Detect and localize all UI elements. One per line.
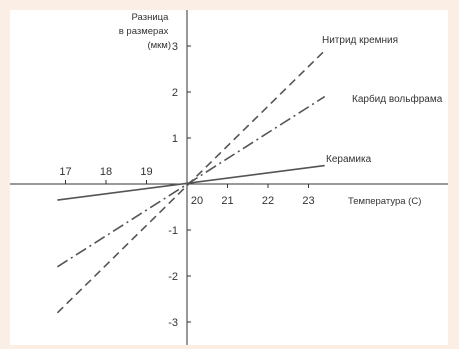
y-tick-label: 2 [172,87,178,99]
x-axis-title: Температура (С) [348,196,421,207]
x-tick-label: 18 [100,166,112,178]
x-tick-label: 20 [191,195,203,207]
y-axis-title-line-3: (мкм) [147,40,171,51]
series-line-2 [56,95,326,268]
series-label-3: Керамика [326,154,372,165]
series-label-1: Нитрид кремния [322,35,398,46]
x-tick-label: 22 [262,195,274,207]
y-axis-title-line-1: Разница [132,12,170,23]
y-tick-label: -3 [168,317,178,329]
chart-panel: 17 18 19 20 21 22 23 -3 -2 -1 1 2 3 Нитрид кремния Ка… [10,10,448,345]
y-tick-label: 3 [172,41,178,53]
y-tick-label: 1 [172,133,178,145]
x-tick-label: 21 [221,195,233,207]
y-axis-title-line-2: в размерах [119,26,169,37]
y-tick-label: -2 [168,271,178,283]
series-label-2: Карбид вольфрама [352,93,443,105]
series-line-3 [57,164,325,201]
axes [10,10,448,345]
y-axis-title: Разница в размерах (мкм) [119,12,171,51]
x-tick-label: 23 [302,195,314,207]
x-tick-label: 19 [140,166,152,178]
labels-layer: Нитрид кремния Карбид вольфрама Керамика [322,35,443,165]
y-tick-label: -1 [168,225,178,237]
x-tick-label: 17 [59,166,71,178]
series-layer [56,50,326,314]
